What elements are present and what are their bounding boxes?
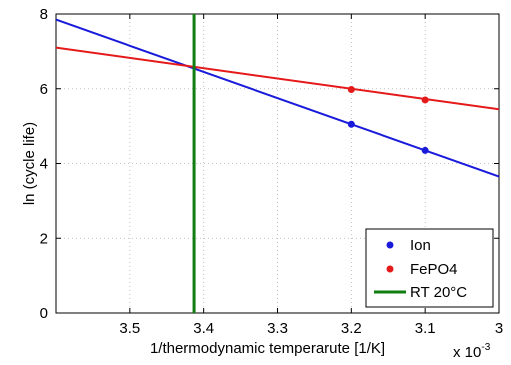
y-tick-label: 2 — [40, 230, 48, 247]
series-line-ion — [56, 18, 499, 178]
y-tick-label: 6 — [40, 81, 48, 98]
x-axis-label: 1/thermodynamic temperarute [1/K] — [150, 340, 385, 357]
data-point-fepo4 — [347, 85, 355, 93]
legend-label-fepo4: FePO4 — [410, 261, 458, 278]
x-tick-label: 3 — [495, 320, 503, 337]
x-axis-multiplier: x 10-3 — [453, 342, 491, 361]
axis-ticks: 3.5 3.4 3.3 3.2 3.1 3 0 2 4 6 8 — [40, 6, 504, 337]
legend: Ion FePO4 RT 20°C — [365, 228, 494, 308]
x-tick-label: 3.2 — [341, 320, 362, 337]
series-line-fepo4 — [56, 46, 499, 111]
data-point-ion — [347, 120, 355, 128]
x-tick-label: 3.5 — [119, 320, 140, 337]
legend-label-ion: Ion — [410, 237, 431, 254]
data-point-ion — [421, 146, 429, 154]
y-tick-label: 4 — [40, 156, 48, 173]
y-tick-label: 8 — [40, 6, 48, 23]
data-point-fepo4 — [421, 96, 429, 104]
y-tick-label: 0 — [40, 305, 48, 322]
x-axis-multiplier-base: x 10 — [453, 344, 481, 361]
x-tick-label: 3.4 — [193, 320, 214, 337]
y-axis-label: ln (cycle life) — [21, 122, 38, 205]
legend-marker-fepo4 — [386, 265, 394, 273]
legend-marker-ion — [386, 241, 394, 249]
x-axis-multiplier-exponent: -3 — [481, 342, 490, 353]
x-tick-label: 3.1 — [415, 320, 436, 337]
x-tick-label: 3.3 — [267, 320, 288, 337]
legend-label-rt: RT 20°C — [410, 284, 467, 301]
series — [56, 14, 499, 313]
